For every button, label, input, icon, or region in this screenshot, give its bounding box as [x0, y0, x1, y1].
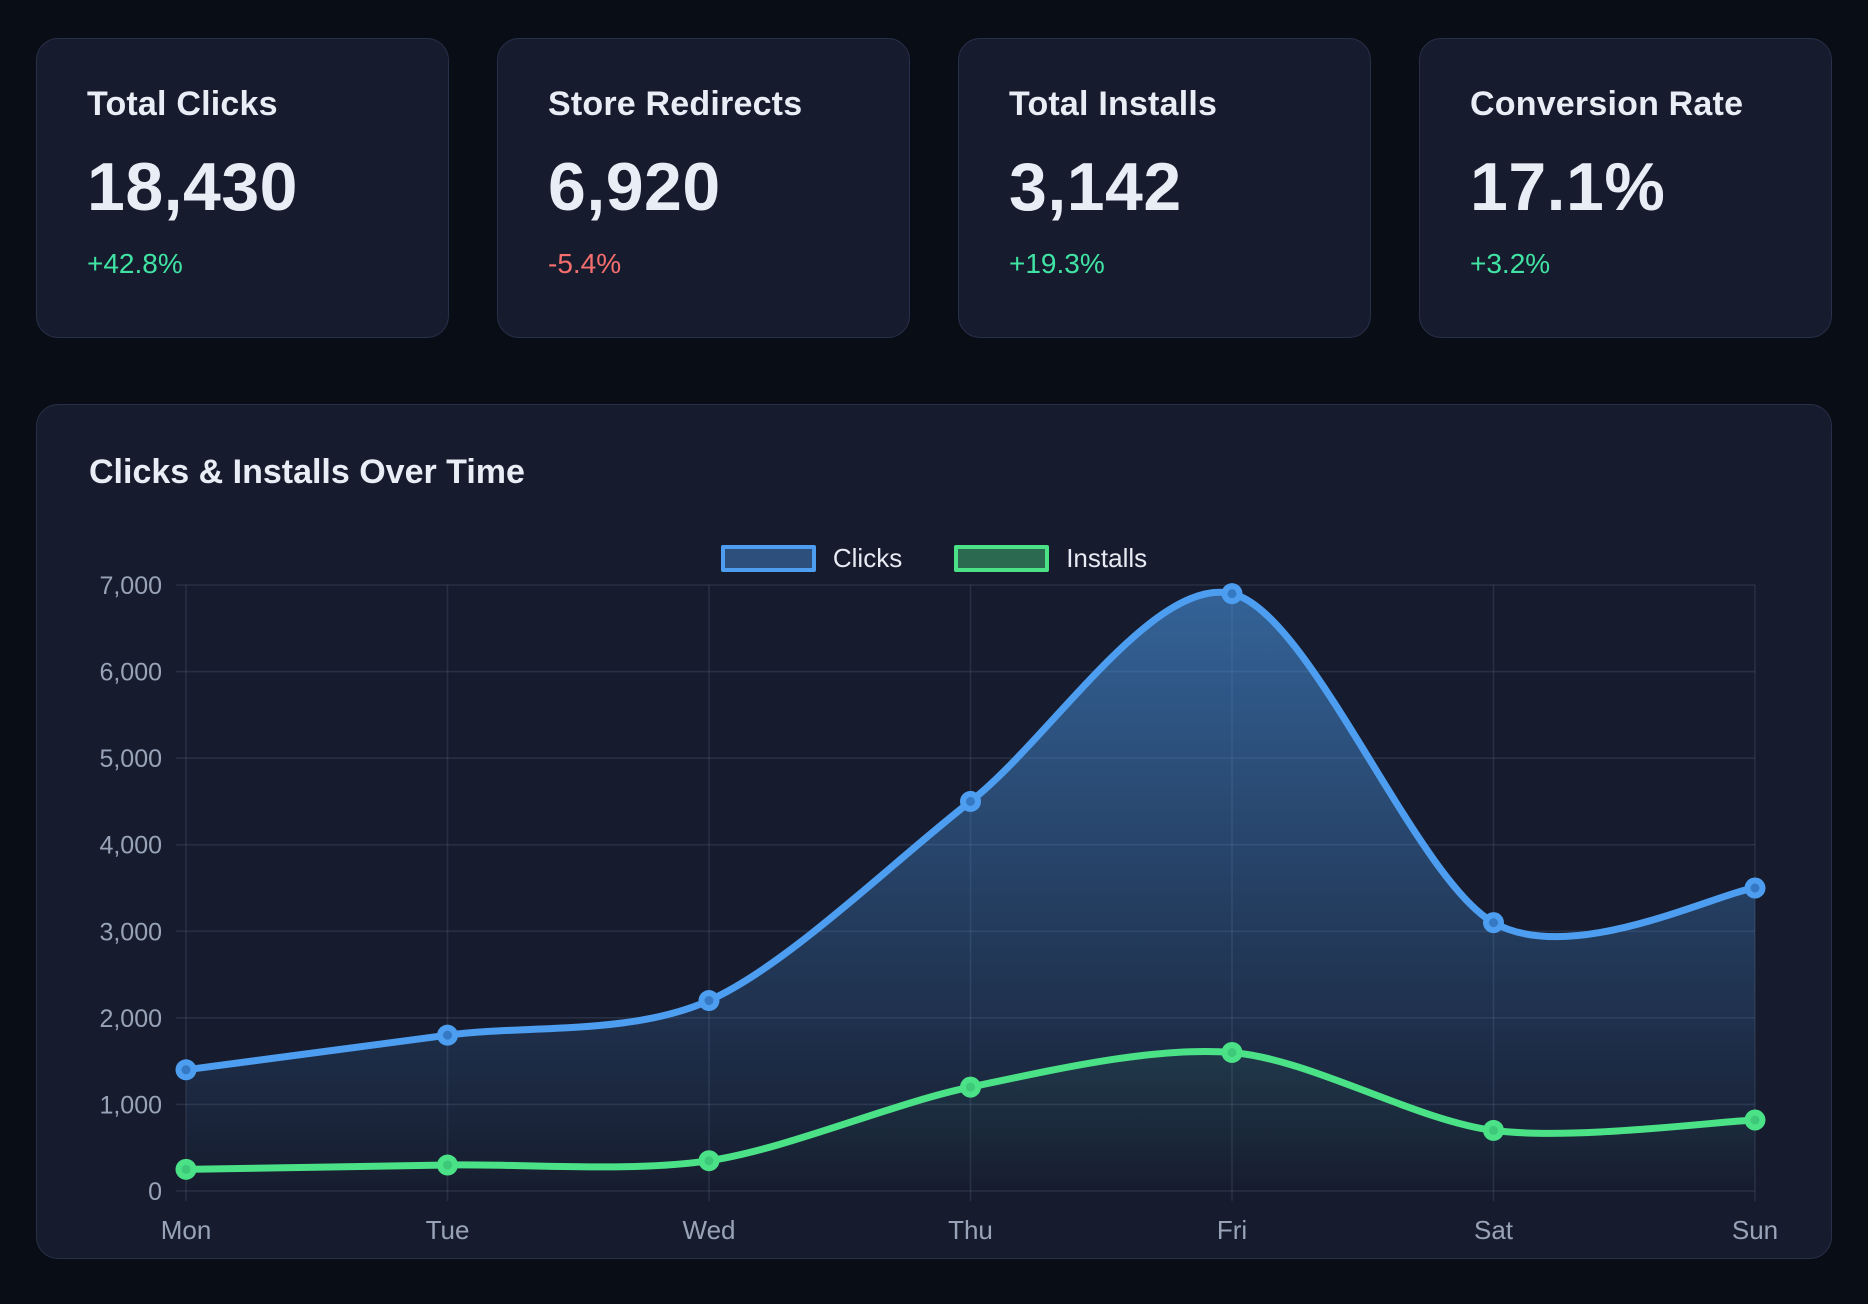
stat-delta: +42.8% [87, 248, 183, 279]
svg-text:5,000: 5,000 [99, 745, 162, 773]
svg-text:Tue: Tue [426, 1215, 470, 1245]
stats-row: Total Clicks 18,430 +42.8% Store Redirec… [36, 38, 1832, 338]
chart-legend: Clicks Installs [37, 543, 1831, 574]
stat-value: 3,142 [1009, 149, 1182, 225]
svg-text:Sat: Sat [1474, 1215, 1514, 1245]
svg-text:Thu: Thu [948, 1215, 993, 1245]
svg-text:7,000: 7,000 [99, 572, 162, 600]
legend-item-installs[interactable]: Installs [954, 543, 1147, 574]
legend-swatch-clicks-icon [720, 545, 816, 572]
svg-text:2,000: 2,000 [99, 1005, 162, 1033]
stat-card-store-redirects: Store Redirects 6,920 -5.4% [497, 38, 910, 338]
chart-card: Clicks & Installs Over Time Clicks Insta… [36, 404, 1832, 1259]
clicks-installs-line-chart: 0 1,000 2,000 3,000 4,000 5,000 6,000 7,000 Mon T… [99, 572, 1778, 1245]
stat-card-total-installs: Total Installs 3,142 +19.3% [958, 38, 1371, 338]
svg-text:3,000: 3,000 [99, 918, 162, 946]
svg-text:1,000: 1,000 [99, 1091, 162, 1119]
stat-card-total-clicks: Total Clicks 18,430 +42.8% [36, 38, 449, 338]
stat-label: Total Installs [1009, 85, 1218, 123]
stat-card-conversion-rate: Conversion Rate 17.1% +3.2% [1419, 38, 1832, 338]
stat-value: 18,430 [87, 149, 298, 225]
stat-label: Total Clicks [87, 85, 278, 123]
stat-delta: +19.3% [1009, 248, 1105, 279]
svg-text:Fri: Fri [1217, 1215, 1247, 1245]
legend-label-installs: Installs [1066, 543, 1148, 573]
stat-label: Store Redirects [548, 85, 803, 123]
svg-text:Sun: Sun [1732, 1215, 1778, 1245]
svg-text:6,000: 6,000 [99, 659, 162, 687]
chart-title: Clicks & Installs Over Time [89, 453, 525, 491]
stat-value: 6,920 [548, 149, 721, 225]
legend-label-clicks: Clicks [832, 543, 903, 573]
svg-text:Wed: Wed [683, 1215, 736, 1245]
stat-label: Conversion Rate [1470, 85, 1744, 123]
stat-delta: +3.2% [1470, 248, 1551, 279]
svg-text:4,000: 4,000 [99, 832, 162, 860]
legend-swatch-installs-icon [954, 545, 1050, 572]
legend-item-clicks[interactable]: Clicks [720, 543, 903, 574]
stat-value: 17.1% [1470, 149, 1666, 225]
svg-text:Mon: Mon [161, 1215, 212, 1245]
svg-text:0: 0 [148, 1178, 162, 1206]
stat-delta: -5.4% [548, 248, 622, 279]
